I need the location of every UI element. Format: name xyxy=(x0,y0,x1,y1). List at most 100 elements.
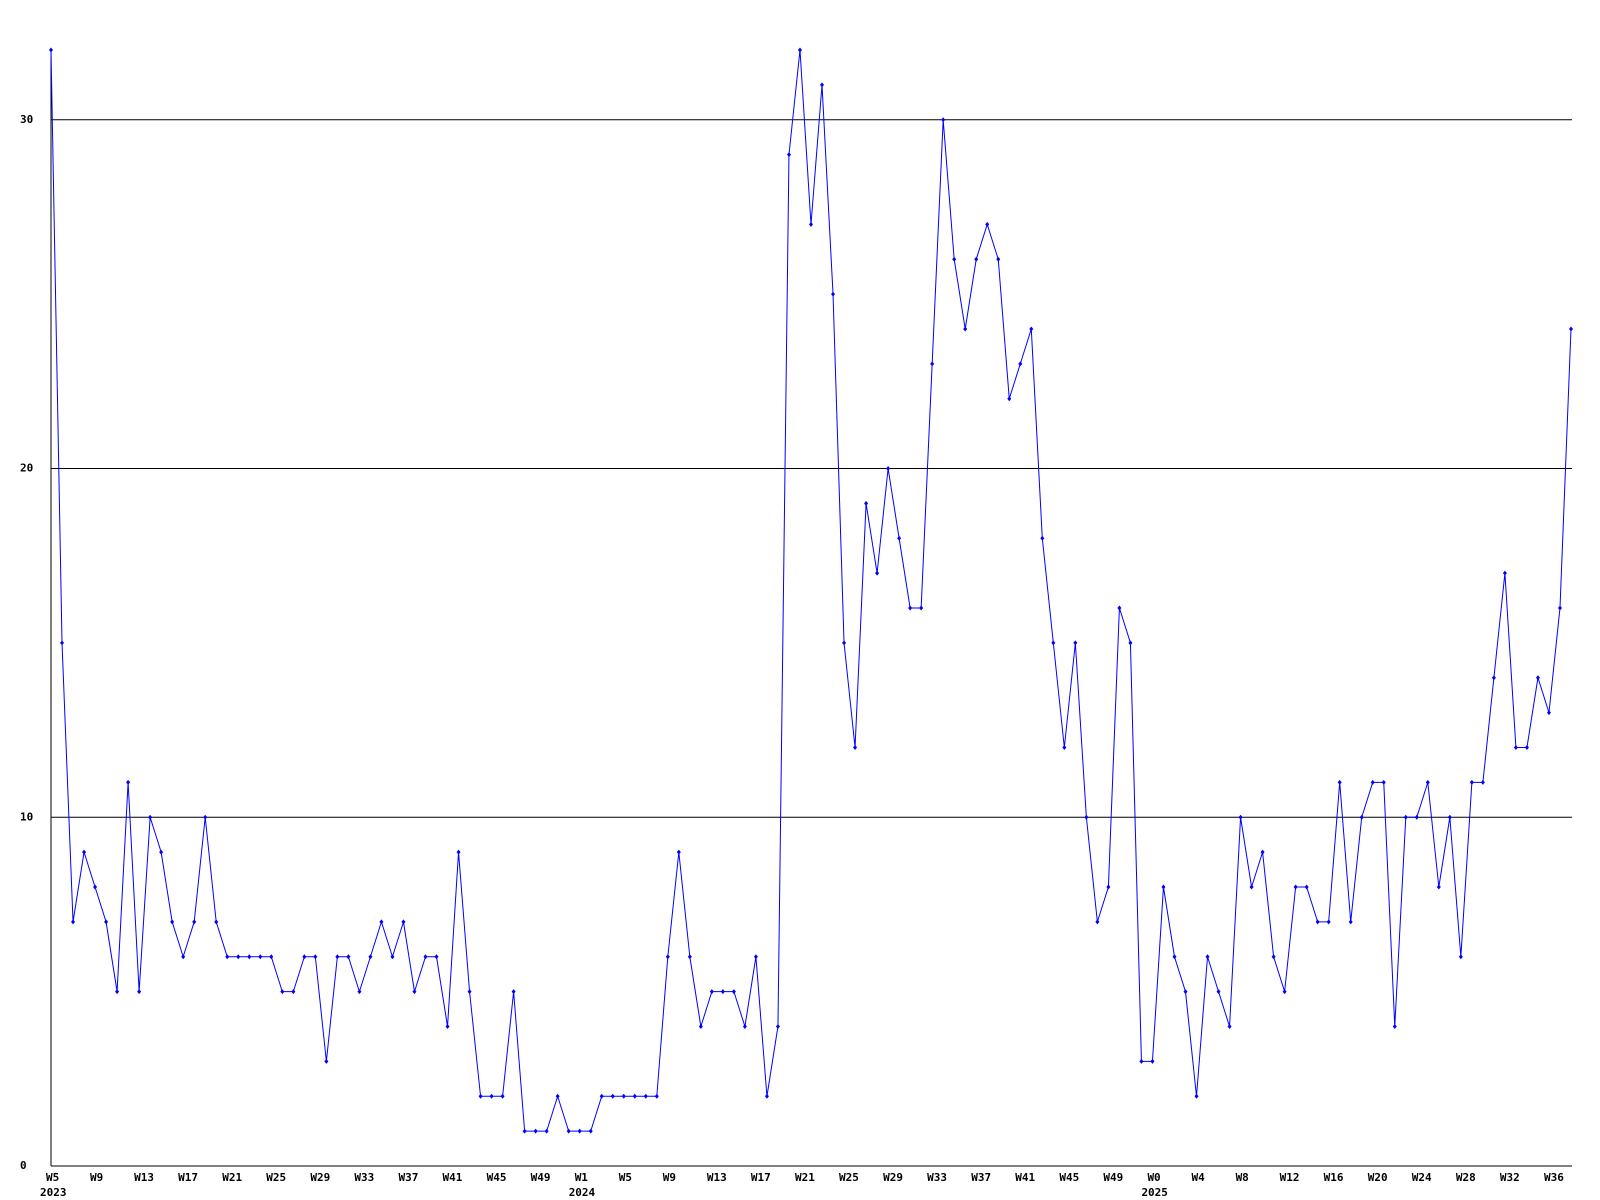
point-marker xyxy=(1392,1024,1397,1029)
point-marker xyxy=(247,954,252,960)
point-marker xyxy=(1282,989,1287,995)
point-marker xyxy=(842,640,847,646)
x-tick-label: W45 xyxy=(1059,1171,1079,1184)
point-marker xyxy=(1172,954,1177,960)
point-marker xyxy=(258,954,263,960)
x-tick-label: W17 xyxy=(178,1171,198,1184)
point-marker xyxy=(269,954,274,960)
point-marker xyxy=(1040,535,1045,541)
x-tick-label: W28 xyxy=(1456,1171,1476,1184)
x-tick-label: W32 xyxy=(1500,1171,1520,1184)
point-marker xyxy=(379,919,384,925)
point-marker xyxy=(764,1093,769,1099)
point-marker xyxy=(434,954,439,960)
point-marker xyxy=(599,1093,604,1099)
x-tick-label: W33 xyxy=(927,1171,947,1184)
point-marker xyxy=(467,989,472,995)
point-marker xyxy=(632,1093,637,1099)
point-marker xyxy=(1260,849,1265,855)
point-marker xyxy=(864,500,869,506)
point-marker xyxy=(687,954,692,960)
point-marker xyxy=(555,1093,560,1099)
x-tick-label: W37 xyxy=(971,1171,991,1184)
point-marker xyxy=(60,640,65,646)
x-tick-label: W5 xyxy=(619,1171,632,1184)
x-tick-label: W25 xyxy=(839,1171,859,1184)
point-marker xyxy=(654,1093,659,1099)
point-marker xyxy=(1359,814,1364,820)
point-marker xyxy=(1194,1093,1199,1099)
x-tick-label: W21 xyxy=(795,1171,815,1184)
point-marker xyxy=(1084,814,1089,820)
x-tick-label: W21 xyxy=(222,1171,242,1184)
point-marker xyxy=(1569,326,1573,332)
point-marker xyxy=(1436,884,1441,890)
point-marker xyxy=(148,814,153,820)
point-marker xyxy=(456,849,461,855)
point-marker xyxy=(820,82,825,88)
x-tick-label: W17 xyxy=(751,1171,771,1184)
point-marker xyxy=(1007,396,1012,402)
point-marker xyxy=(1546,710,1551,716)
point-marker xyxy=(1469,779,1474,785)
point-marker xyxy=(996,256,1001,262)
x-tick-label: W4 xyxy=(1192,1171,1206,1184)
point-marker xyxy=(137,989,142,995)
point-marker xyxy=(236,954,241,960)
y-tick-label: 30 xyxy=(20,113,33,126)
x-tick-label: W29 xyxy=(310,1171,330,1184)
point-marker xyxy=(71,919,76,925)
point-marker xyxy=(963,326,968,332)
point-marker xyxy=(1249,884,1254,890)
point-marker xyxy=(291,989,296,995)
point-marker xyxy=(511,989,516,995)
point-marker xyxy=(313,954,318,960)
x-tick-label: W1 xyxy=(575,1171,589,1184)
year-label: 2024 xyxy=(569,1186,596,1199)
point-marker xyxy=(1458,954,1463,960)
point-marker xyxy=(886,466,891,471)
x-tick-label: W20 xyxy=(1368,1171,1388,1184)
point-marker xyxy=(853,745,858,750)
point-marker xyxy=(797,47,802,53)
x-tick-label: W13 xyxy=(707,1171,727,1184)
point-marker xyxy=(941,117,946,123)
point-marker xyxy=(1117,605,1122,611)
point-marker xyxy=(952,256,957,262)
point-marker xyxy=(1293,884,1298,890)
point-marker xyxy=(1326,919,1331,925)
point-marker xyxy=(588,1128,593,1134)
point-marker xyxy=(500,1093,505,1099)
x-tick-label: W45 xyxy=(487,1171,507,1184)
point-marker xyxy=(280,989,285,995)
point-marker xyxy=(522,1128,527,1134)
point-marker xyxy=(610,1093,615,1099)
point-marker xyxy=(1370,779,1375,785)
x-tick-label: W24 xyxy=(1412,1171,1432,1184)
point-marker xyxy=(1051,640,1056,646)
point-marker xyxy=(1062,745,1067,750)
point-marker xyxy=(1447,814,1452,820)
point-marker xyxy=(875,570,880,576)
y-tick-label: 0 xyxy=(20,1159,27,1172)
x-tick-label: W5 xyxy=(46,1171,59,1184)
point-marker xyxy=(1106,884,1111,890)
point-marker xyxy=(346,954,351,960)
x-tick-label: W16 xyxy=(1324,1171,1344,1184)
x-tick-label: W12 xyxy=(1280,1171,1300,1184)
point-marker xyxy=(1480,779,1485,785)
point-marker xyxy=(831,291,836,297)
point-marker xyxy=(1029,326,1034,332)
y-tick-label: 10 xyxy=(20,810,33,823)
point-marker xyxy=(170,919,175,925)
point-marker xyxy=(335,954,340,960)
point-marker xyxy=(985,221,990,227)
point-marker xyxy=(577,1128,582,1134)
point-marker xyxy=(1304,884,1309,890)
point-marker xyxy=(1161,884,1166,890)
point-marker xyxy=(731,989,736,995)
x-tick-label: W29 xyxy=(883,1171,903,1184)
point-marker xyxy=(1238,814,1243,820)
point-marker xyxy=(919,605,924,611)
point-marker xyxy=(1535,675,1540,681)
